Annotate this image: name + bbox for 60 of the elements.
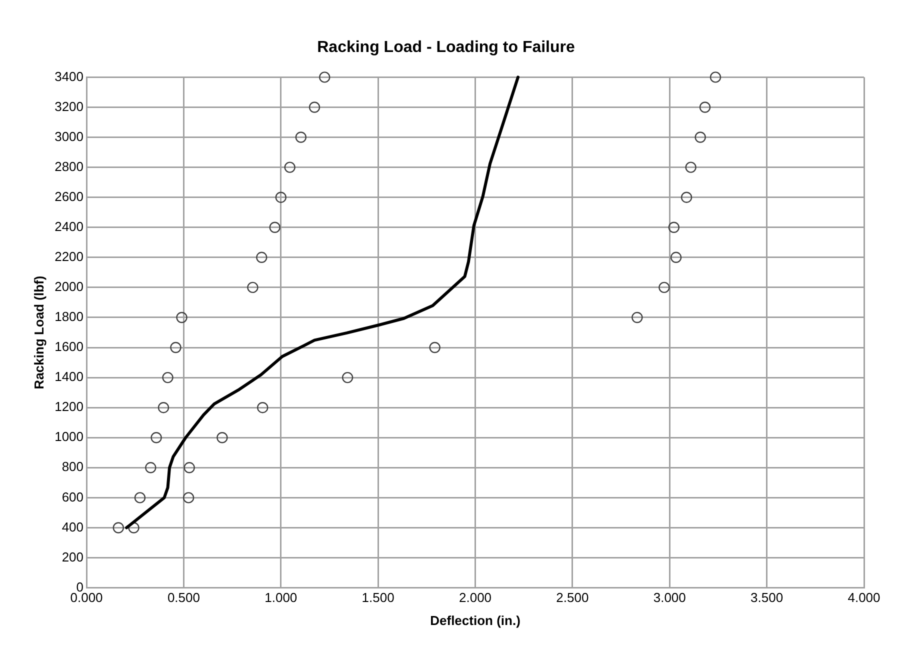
x-tick-label: 1.500 — [362, 590, 394, 606]
point — [112, 522, 124, 534]
point — [134, 492, 146, 504]
point — [699, 102, 711, 113]
point — [158, 402, 170, 414]
point — [269, 222, 280, 233]
point — [429, 342, 440, 354]
point — [685, 162, 696, 173]
y-tick-label: 3400 — [54, 68, 84, 84]
y-tick-label: 1200 — [54, 399, 84, 414]
point — [308, 102, 320, 113]
point — [257, 402, 268, 414]
point — [256, 252, 268, 264]
point — [632, 312, 643, 324]
y-tick-label: 400 — [62, 519, 84, 534]
y-axis-title: Racking Load (lbf) — [31, 276, 46, 390]
point — [710, 72, 722, 83]
y-tick-label: 3200 — [54, 98, 84, 114]
y-tick-label: 0 — [76, 579, 84, 594]
y-tick-label: 200 — [62, 549, 84, 564]
y-tick-label: 1600 — [54, 339, 84, 354]
x-tick-label: 3.500 — [750, 590, 784, 606]
x-axis-title: Deflection (in.) — [430, 612, 520, 628]
x-tick-label: 3.000 — [653, 590, 686, 606]
x-tick-label: 2.000 — [458, 590, 492, 606]
point — [694, 132, 706, 143]
point — [319, 72, 330, 83]
y-tick-label: 2400 — [54, 218, 84, 234]
point — [295, 132, 307, 143]
point — [658, 282, 670, 294]
y-tick-label: 2800 — [54, 158, 84, 174]
x-tick-label: 1.000 — [264, 590, 298, 606]
x-tick-label: 2.500 — [556, 590, 589, 606]
chart-title: Racking Load - Loading to Failure — [317, 39, 575, 56]
point — [275, 192, 286, 203]
y-tick-label: 1800 — [54, 309, 84, 324]
point — [247, 282, 258, 294]
y-tick-label: 2200 — [54, 248, 84, 264]
x-tick-label: 4.000 — [848, 590, 880, 606]
y-tick-label: 3000 — [54, 128, 84, 144]
point — [342, 372, 354, 384]
x-tick-label: 0.500 — [167, 590, 200, 606]
y-tick-label: 800 — [62, 459, 84, 474]
point — [162, 372, 174, 384]
point — [216, 432, 228, 444]
point — [150, 432, 162, 444]
y-tick-label: 600 — [62, 489, 84, 504]
point — [145, 462, 156, 474]
y-tick-label: 1000 — [54, 429, 84, 444]
point — [184, 462, 195, 474]
point — [284, 162, 296, 173]
y-tick-label: 1400 — [54, 369, 84, 384]
point — [680, 192, 692, 203]
point — [668, 222, 680, 233]
y-tick-label: 2600 — [54, 188, 84, 204]
point — [182, 492, 194, 504]
y-tick-label: 2000 — [54, 279, 84, 294]
point — [170, 342, 182, 354]
point — [176, 312, 188, 324]
point — [670, 252, 682, 264]
